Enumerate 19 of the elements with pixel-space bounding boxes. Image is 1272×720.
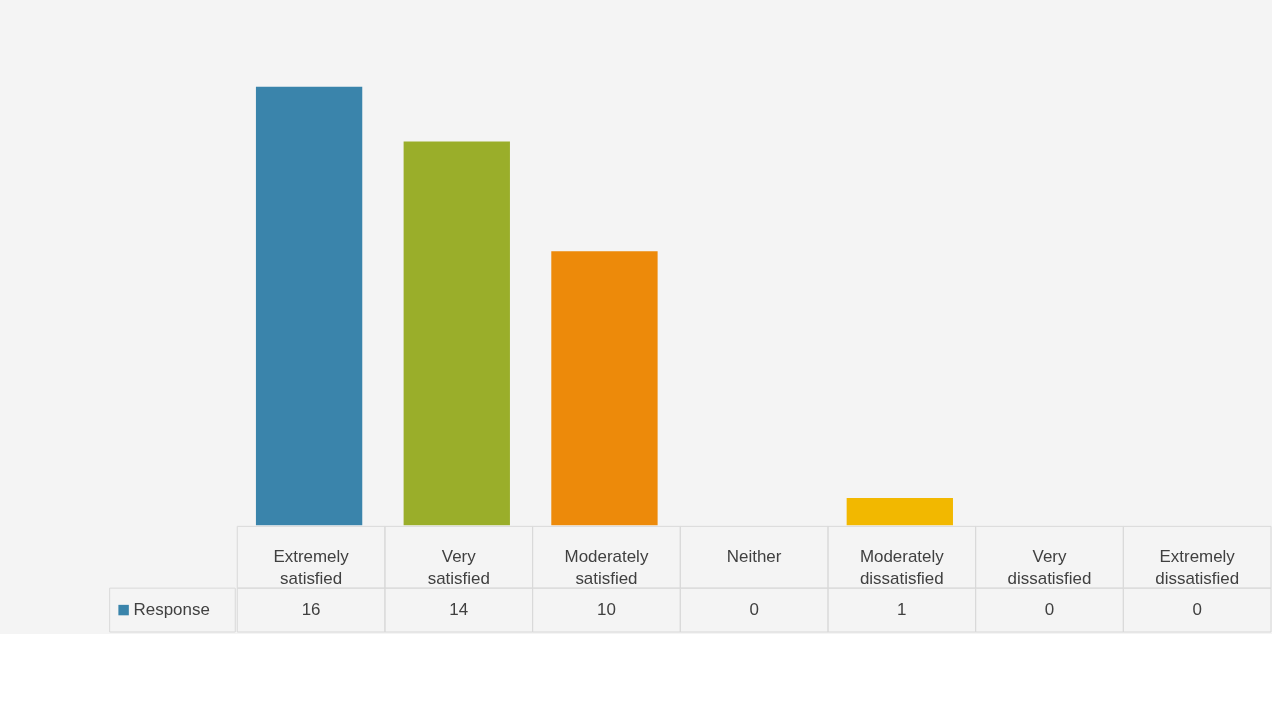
x-tick-label: Extremely dissatisfied xyxy=(1155,547,1240,589)
data-label: 10 xyxy=(597,600,616,620)
x-tick-label: Very dissatisfied xyxy=(1007,547,1092,589)
bar xyxy=(551,251,658,526)
x-tick-label: Neither xyxy=(726,547,782,567)
x-tick-label: Extremely satisfied xyxy=(273,547,350,589)
data-label: 1 xyxy=(897,600,907,620)
data-label: 14 xyxy=(449,600,469,620)
x-tick-label: Very satisfied xyxy=(427,547,490,589)
bar xyxy=(403,141,510,526)
x-tick-label: Moderately dissatisfied xyxy=(859,547,945,589)
bar xyxy=(255,86,363,526)
data-label: 0 xyxy=(1192,600,1202,620)
x-tick-label: Moderately satisfied xyxy=(564,547,649,589)
data-label: 16 xyxy=(301,600,321,620)
data-label: 0 xyxy=(749,600,759,620)
bar xyxy=(846,497,953,526)
legend-label: Response xyxy=(133,600,210,620)
data-label: 0 xyxy=(1044,600,1055,620)
